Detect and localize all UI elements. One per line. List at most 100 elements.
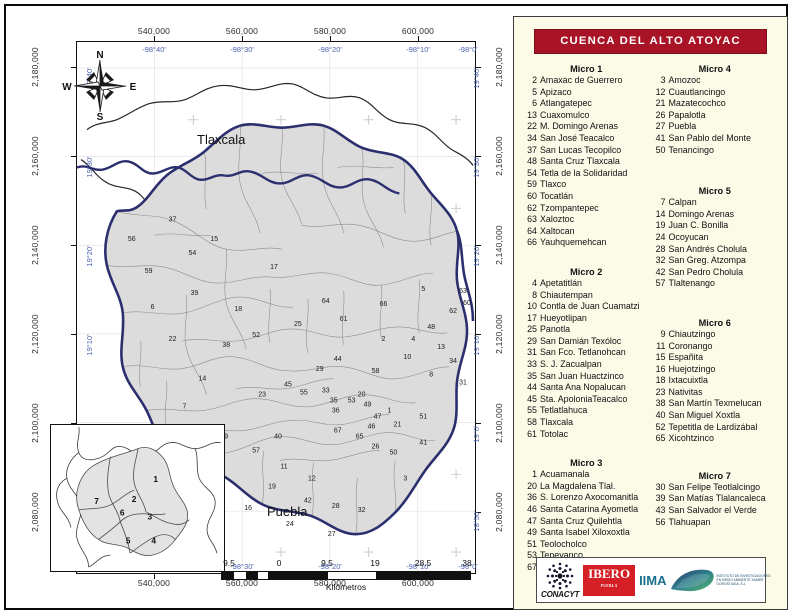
- list-item[interactable]: 65 Xicohtzinco: [651, 433, 780, 445]
- list-item[interactable]: 34 San José Teacalco: [522, 133, 651, 145]
- inset-region-boundaries: [78, 448, 190, 554]
- list-item[interactable]: 25 Panotla: [522, 324, 651, 336]
- list-item[interactable]: 48 Santa Cruz Tlaxcala: [522, 156, 651, 168]
- item-number: 37: [527, 144, 537, 155]
- list-item[interactable]: 5 Apizaco: [522, 87, 651, 99]
- municipality-boundaries: [106, 125, 458, 535]
- compass-east-label: E: [130, 82, 137, 93]
- list-item[interactable]: 14 Domingo Arenas: [651, 209, 780, 221]
- list-item[interactable]: 59 Tlaxco: [522, 179, 651, 191]
- list-item[interactable]: 39 San Matías Tlalancaleca: [651, 493, 780, 505]
- list-item[interactable]: 26 Papalotla: [651, 110, 780, 122]
- item-number: 4: [532, 277, 537, 288]
- item-name: San José Teacalco: [540, 132, 615, 143]
- item-number: 34: [527, 132, 537, 143]
- list-item[interactable]: 38 San Martín Texmelucan: [651, 398, 780, 410]
- list-item[interactable]: 21 Mazatecochco: [651, 98, 780, 110]
- svg-text:44: 44: [334, 356, 342, 363]
- list-item[interactable]: 19 Juan C. Bonilla: [651, 220, 780, 232]
- list-item[interactable]: 28 San Andrés Cholula: [651, 244, 780, 256]
- list-item[interactable]: 52 Tepetitla de Lardizábal: [651, 422, 780, 434]
- svg-text:32: 32: [358, 507, 366, 514]
- list-item[interactable]: 64 Xaltocan: [522, 226, 651, 238]
- inset-basin-fill: [76, 447, 189, 556]
- item-number: 21: [655, 98, 666, 109]
- list-item[interactable]: 55 Tetlatlahuca: [522, 405, 651, 417]
- list-item[interactable]: 16 Huejotzingo: [651, 364, 780, 376]
- list-item[interactable]: 53 Tepeyanco: [522, 550, 651, 562]
- item-number: 59: [527, 179, 537, 190]
- utm-x-label-top-0: 540,000: [137, 26, 171, 36]
- list-item[interactable]: 4 Apetatitlán: [522, 278, 651, 290]
- micro-group-1: Micro 1 2 Amaxac de Guerrero 5 Apizaco 6 At…: [522, 64, 651, 249]
- compass-rose: N S E W: [62, 46, 138, 124]
- list-item[interactable]: 58 Tlaxcala: [522, 417, 651, 429]
- list-item[interactable]: 66 Yauhquemehcan: [522, 237, 651, 249]
- item-number: 52: [655, 421, 666, 432]
- list-item[interactable]: 10 Contla de Juan Cuamatzi: [522, 301, 651, 313]
- list-item[interactable]: 32 San Greg. Atzompa: [651, 255, 780, 267]
- item-name: Mazatecochco: [668, 98, 726, 109]
- list-item[interactable]: 8 Chiautempan: [522, 290, 651, 302]
- list-item[interactable]: 22 M. Domingo Arenas: [522, 121, 651, 133]
- list-item[interactable]: 9 Chiautzingo: [651, 329, 780, 341]
- list-item[interactable]: 57 Tlaltenango: [651, 278, 780, 290]
- list-item[interactable]: 51 Teolocholco: [522, 539, 651, 551]
- list-item[interactable]: 24 Ocoyucan: [651, 232, 780, 244]
- list-item[interactable]: 43 San Salvador el Verde: [651, 505, 780, 517]
- utm-y-label-right-0: 2,180,000: [494, 47, 504, 87]
- list-item[interactable]: 31 San Fco. Tetlanohcan: [522, 347, 651, 359]
- list-item[interactable]: 7 Calpan: [651, 197, 780, 209]
- list-item[interactable]: 62 Tzompantepec: [522, 203, 651, 215]
- list-item[interactable]: 35 San Juan Huactzinco: [522, 371, 651, 383]
- item-number: 14: [655, 208, 666, 219]
- micro-group-6: Micro 6 9 Chiautzingo 11 Coronango 15 Españ…: [651, 318, 780, 445]
- list-item[interactable]: 23 Nativitas: [651, 387, 780, 399]
- inset-locator-map[interactable]: 1 2 3 4 5 6 7: [50, 424, 225, 572]
- list-item[interactable]: 2 Amaxac de Guerrero: [522, 75, 651, 87]
- utm-tick-left-1: [71, 156, 76, 157]
- conacyt-logo: CONACYT: [541, 562, 579, 599]
- list-item[interactable]: 60 Tocatlán: [522, 191, 651, 203]
- list-item[interactable]: 45 Sta. ApoloniaTeacalco: [522, 394, 651, 406]
- list-item[interactable]: 63 Xaloztoc: [522, 214, 651, 226]
- list-item[interactable]: 12 Cuautlancingo: [651, 87, 780, 99]
- legend-title-box: CUENCA DEL ALTO ATOYAC: [534, 29, 767, 54]
- list-item[interactable]: 18 Ixtacuixtla: [651, 375, 780, 387]
- list-item[interactable]: 27 Puebla: [651, 121, 780, 133]
- list-item[interactable]: 1 Acuamanala: [522, 469, 651, 481]
- list-item[interactable]: 61 Totolac: [522, 429, 651, 441]
- list-item[interactable]: 13 Cuaxomulco: [522, 110, 651, 122]
- list-item[interactable]: 17 Hueyotlipan: [522, 313, 651, 325]
- list-item[interactable]: 15 Españita: [651, 352, 780, 364]
- list-item[interactable]: 46 Santa Catarina Ayometla: [522, 504, 651, 516]
- list-item[interactable]: 44 Santa Ana Nopalucan: [522, 382, 651, 394]
- svg-text:65: 65: [356, 434, 364, 441]
- list-item[interactable]: 54 Tetla de la Solidaridad: [522, 168, 651, 180]
- list-item[interactable]: 6 Atlangatepec: [522, 98, 651, 110]
- list-item[interactable]: 37 San Lucas Tecopilco: [522, 145, 651, 157]
- list-item[interactable]: 36 S. Lorenzo Axocomanitla: [522, 492, 651, 504]
- list-item[interactable]: 50 Tenancingo: [651, 145, 780, 157]
- item-number: 54: [527, 167, 537, 178]
- scale-tick-4: 28.5: [414, 558, 432, 568]
- list-item[interactable]: 47 Santa Cruz Quilehtla: [522, 516, 651, 528]
- list-item[interactable]: 49 Santa Isabel Xiloxoxtla: [522, 527, 651, 539]
- map-drawing-area[interactable]: 56 15 17 39 18 64 38 52 25 61 66 5 2 4: [76, 41, 476, 574]
- list-item[interactable]: 20 La Magdalena Tlal.: [522, 481, 651, 493]
- list-item[interactable]: 11 Coronango: [651, 341, 780, 353]
- list-item[interactable]: 40 San Miguel Xoxtla: [651, 410, 780, 422]
- list-item[interactable]: 41 San Pablo del Monte: [651, 133, 780, 145]
- list-item[interactable]: 42 San Pedro Cholula: [651, 267, 780, 279]
- list-item[interactable]: 33 S. J. Zacualpan: [522, 359, 651, 371]
- scale-tick-2: 9.5: [321, 558, 333, 568]
- svg-text:66: 66: [380, 301, 388, 308]
- micro-3-heading: Micro 3: [570, 458, 603, 469]
- list-item[interactable]: 3 Amozoc: [651, 75, 780, 87]
- list-item[interactable]: 30 San Felipe Teotlalcingo: [651, 482, 780, 494]
- list-item[interactable]: 29 San Damián Texóloc: [522, 336, 651, 348]
- svg-text:47: 47: [374, 414, 382, 421]
- utm-y-label-left-3: 2,120,000: [30, 314, 40, 354]
- list-item[interactable]: 56 Tlahuapan: [651, 517, 780, 529]
